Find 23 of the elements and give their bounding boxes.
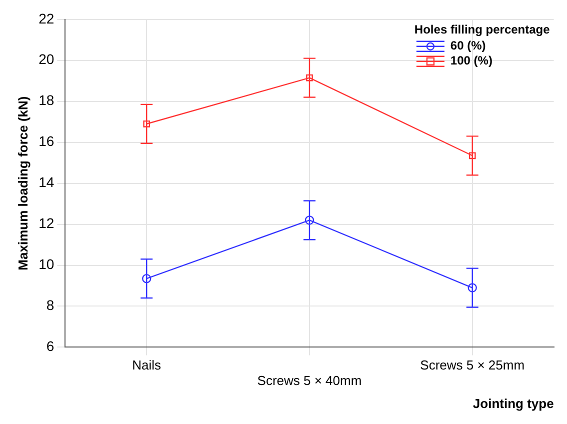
x-tick-label: Nails xyxy=(132,358,162,373)
y-tick-label: 10 xyxy=(38,256,54,272)
y-tick-label: 6 xyxy=(46,338,54,354)
point xyxy=(143,120,150,128)
x-axis-title: Jointing type xyxy=(472,396,554,411)
legend-label: 100 (%) xyxy=(450,54,492,68)
point xyxy=(468,283,477,292)
y-tick-label: 14 xyxy=(38,174,54,190)
point xyxy=(142,274,152,284)
legend-title: Holes filling percentage xyxy=(414,22,550,37)
y-tick-label: 12 xyxy=(38,215,54,232)
point xyxy=(304,216,314,225)
y-tick-label: 22 xyxy=(38,10,54,26)
point xyxy=(468,152,476,160)
point xyxy=(306,74,313,82)
y-tick-label: 20 xyxy=(38,51,54,68)
x-tick-label: Screws 5 × 40mm xyxy=(257,373,362,388)
x-tick-label: Screws 5 × 25mm xyxy=(420,358,525,373)
y-tick-label: 16 xyxy=(38,133,54,150)
y-tick-label: 18 xyxy=(38,92,54,108)
y-axis-title: Maximum loading force (kN) xyxy=(15,96,30,270)
y-tick-label: 8 xyxy=(46,297,54,314)
legend-label: 60 (%) xyxy=(450,38,486,53)
